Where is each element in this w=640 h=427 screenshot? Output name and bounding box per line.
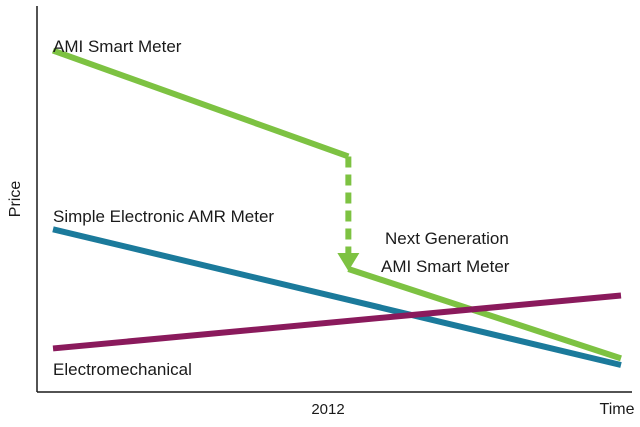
series-line-next-generation-ami-smart-meter — [347, 266, 622, 362]
series-label-next-generation-line1: Next Generation — [385, 229, 509, 248]
x-tick-label-2012: 2012 — [311, 401, 344, 418]
series-line-electromechanical — [52, 292, 622, 352]
series-line-ami-smart-meter — [51, 47, 350, 160]
series-label-ami-smart-meter: AMI Smart Meter — [53, 37, 182, 56]
series-layer — [51, 47, 622, 368]
x-axis-title: Time — [600, 401, 635, 418]
series-label-simple-electronic-amr-meter: Simple Electronic AMR Meter — [53, 207, 274, 226]
transition-arrowhead — [337, 253, 360, 272]
series-line-simple-electronic-amr-meter — [52, 226, 622, 368]
y-axis-title: Price — [7, 181, 24, 218]
series-label-next-generation-line2: AMI Smart Meter — [381, 257, 510, 276]
series-label-electromechanical: Electromechanical — [53, 360, 192, 379]
